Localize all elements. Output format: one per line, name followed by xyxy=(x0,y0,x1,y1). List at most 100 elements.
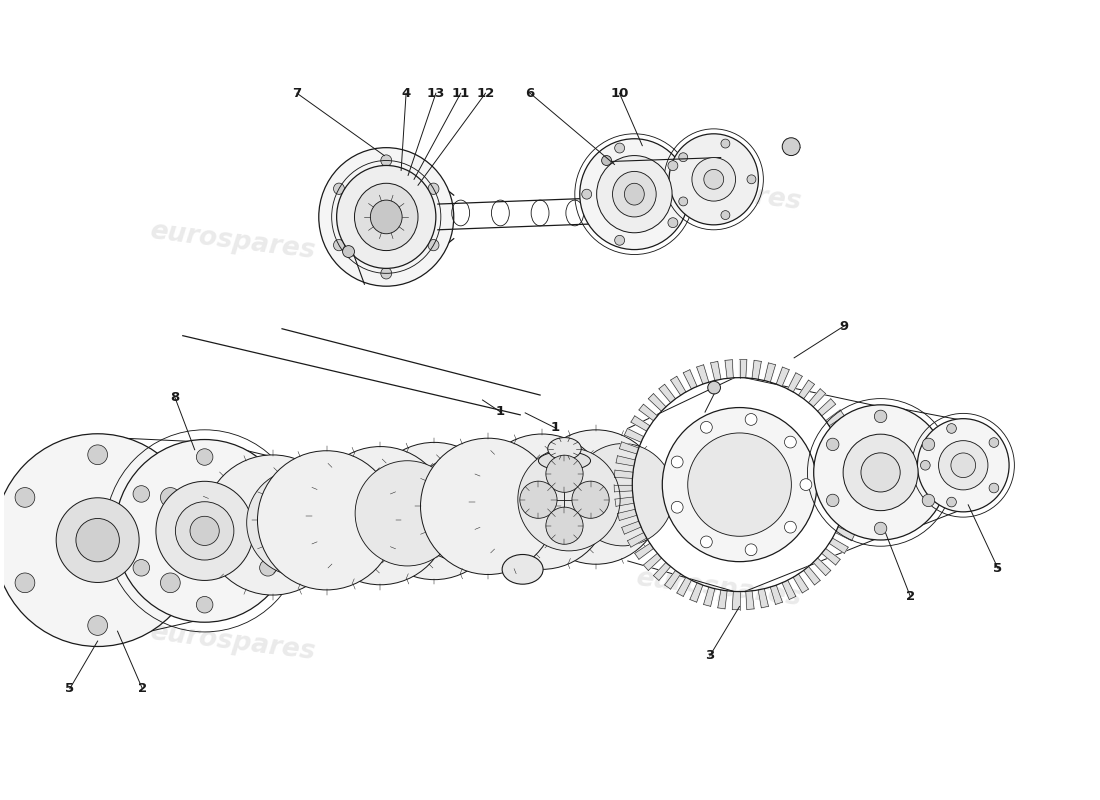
Polygon shape xyxy=(843,449,861,460)
Text: 5: 5 xyxy=(65,682,75,695)
Ellipse shape xyxy=(615,143,625,153)
Polygon shape xyxy=(845,463,865,472)
Ellipse shape xyxy=(88,445,108,465)
Polygon shape xyxy=(829,538,848,554)
Polygon shape xyxy=(696,365,708,384)
Ellipse shape xyxy=(76,518,120,562)
Ellipse shape xyxy=(782,138,800,155)
Polygon shape xyxy=(793,574,808,593)
Text: 2: 2 xyxy=(905,590,915,603)
Polygon shape xyxy=(847,478,865,485)
Ellipse shape xyxy=(337,166,436,268)
Ellipse shape xyxy=(260,559,276,576)
Text: 5: 5 xyxy=(993,562,1002,575)
Ellipse shape xyxy=(409,457,513,561)
Polygon shape xyxy=(648,394,666,411)
Ellipse shape xyxy=(922,494,935,506)
Polygon shape xyxy=(711,362,720,381)
Polygon shape xyxy=(746,591,755,610)
Polygon shape xyxy=(644,554,661,570)
Ellipse shape xyxy=(428,239,439,250)
Ellipse shape xyxy=(745,414,757,426)
Text: eurospares: eurospares xyxy=(635,565,803,611)
Ellipse shape xyxy=(333,239,344,250)
Polygon shape xyxy=(846,491,865,499)
Ellipse shape xyxy=(580,138,689,250)
Ellipse shape xyxy=(947,424,956,434)
Ellipse shape xyxy=(133,486,150,502)
Ellipse shape xyxy=(720,210,730,219)
Polygon shape xyxy=(704,587,715,606)
Polygon shape xyxy=(617,510,637,521)
Ellipse shape xyxy=(381,268,392,279)
Ellipse shape xyxy=(538,451,591,470)
Polygon shape xyxy=(764,363,776,382)
Polygon shape xyxy=(833,422,851,437)
Ellipse shape xyxy=(175,502,234,560)
Text: 6: 6 xyxy=(526,86,535,100)
Polygon shape xyxy=(804,566,821,585)
Polygon shape xyxy=(808,389,826,407)
Ellipse shape xyxy=(428,183,439,194)
Ellipse shape xyxy=(463,452,566,556)
Polygon shape xyxy=(782,580,796,599)
Ellipse shape xyxy=(701,422,713,433)
Ellipse shape xyxy=(88,616,108,635)
Polygon shape xyxy=(777,367,789,386)
Polygon shape xyxy=(671,376,686,395)
Text: 7: 7 xyxy=(293,86,301,100)
Ellipse shape xyxy=(701,536,713,548)
Text: 2: 2 xyxy=(138,682,147,695)
Text: eurospares: eurospares xyxy=(635,169,803,215)
Ellipse shape xyxy=(917,418,1009,512)
Polygon shape xyxy=(718,590,727,609)
Ellipse shape xyxy=(613,171,657,217)
Text: 3: 3 xyxy=(705,650,714,662)
Ellipse shape xyxy=(529,430,662,564)
Ellipse shape xyxy=(161,487,180,507)
Text: 9: 9 xyxy=(839,320,848,333)
Polygon shape xyxy=(635,543,653,559)
Text: 4: 4 xyxy=(402,86,410,100)
Ellipse shape xyxy=(668,161,678,170)
Ellipse shape xyxy=(156,482,253,581)
Ellipse shape xyxy=(989,483,999,493)
Ellipse shape xyxy=(333,183,344,194)
Ellipse shape xyxy=(704,170,724,190)
Ellipse shape xyxy=(204,455,342,595)
Polygon shape xyxy=(614,470,632,478)
Polygon shape xyxy=(683,370,697,389)
Polygon shape xyxy=(770,585,782,605)
Ellipse shape xyxy=(301,465,406,571)
Ellipse shape xyxy=(420,438,556,574)
Polygon shape xyxy=(826,410,845,426)
Ellipse shape xyxy=(116,439,295,622)
Ellipse shape xyxy=(800,478,812,490)
Ellipse shape xyxy=(671,456,683,468)
Polygon shape xyxy=(621,521,641,534)
Polygon shape xyxy=(614,485,632,492)
Polygon shape xyxy=(664,570,681,589)
Ellipse shape xyxy=(922,438,935,450)
Ellipse shape xyxy=(572,481,609,518)
Ellipse shape xyxy=(56,498,139,582)
Ellipse shape xyxy=(546,455,583,492)
Ellipse shape xyxy=(671,502,683,513)
Polygon shape xyxy=(835,527,855,541)
Ellipse shape xyxy=(989,438,999,447)
Polygon shape xyxy=(659,384,675,402)
Text: 8: 8 xyxy=(170,390,179,404)
Ellipse shape xyxy=(342,246,354,258)
Text: eurospares: eurospares xyxy=(148,218,317,265)
Ellipse shape xyxy=(596,155,672,233)
Ellipse shape xyxy=(546,507,583,544)
Ellipse shape xyxy=(950,453,976,478)
Ellipse shape xyxy=(0,434,201,646)
Polygon shape xyxy=(733,591,739,610)
Ellipse shape xyxy=(720,139,730,148)
Ellipse shape xyxy=(826,438,839,450)
Ellipse shape xyxy=(381,155,392,166)
Ellipse shape xyxy=(745,544,757,556)
Polygon shape xyxy=(813,558,830,575)
Text: eurospares: eurospares xyxy=(148,619,317,666)
